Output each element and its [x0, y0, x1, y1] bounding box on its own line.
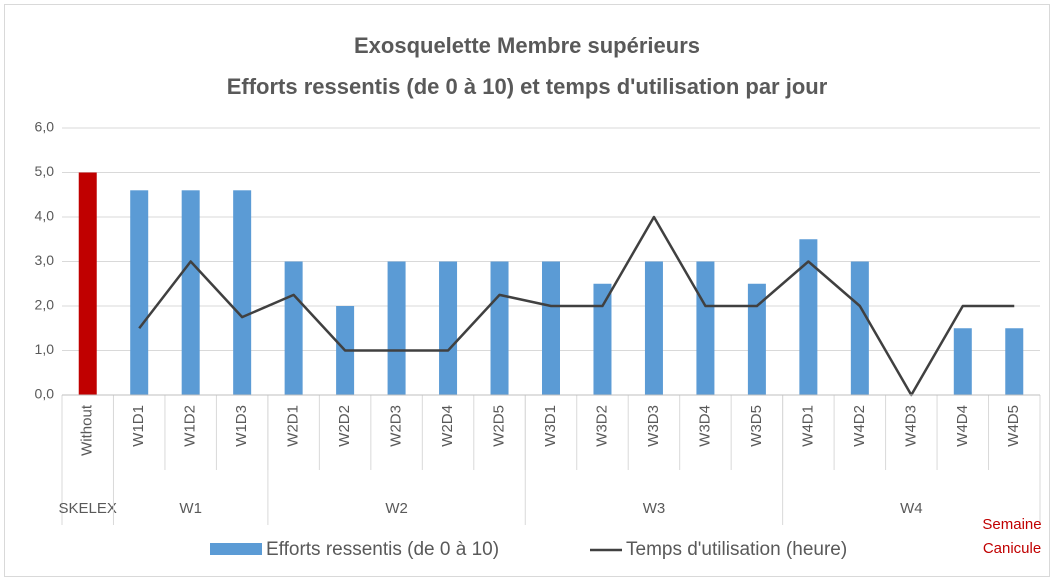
- x-tick-label: W4D2: [851, 405, 868, 447]
- group-label: SKELEX: [59, 500, 117, 517]
- legend-label: Efforts ressentis (de 0 à 10): [266, 539, 499, 560]
- bar: [1005, 328, 1024, 395]
- bar: [696, 261, 715, 395]
- x-tick-label: W4D1: [799, 405, 816, 447]
- chart-title: Exosquelette Membre supérieurs: [354, 33, 700, 58]
- annotation: Canicule: [983, 540, 1041, 557]
- legend-swatch: [210, 543, 262, 555]
- x-tick-label: W2D2: [336, 405, 353, 447]
- x-tick-label: W4D4: [954, 405, 971, 447]
- bar: [490, 261, 509, 395]
- bar: [799, 239, 818, 395]
- bar: [284, 261, 303, 395]
- y-tick-label: 1,0: [35, 341, 55, 357]
- x-tick-label: W2D5: [490, 405, 507, 447]
- x-tick-label: W2D1: [285, 405, 302, 447]
- x-tick-label: W3D3: [645, 405, 662, 447]
- bar: [593, 283, 612, 395]
- y-tick-label: 2,0: [35, 297, 55, 313]
- y-tick-label: 6,0: [35, 119, 55, 135]
- bar: [233, 190, 252, 395]
- group-label: W3: [643, 500, 666, 517]
- bar: [439, 261, 458, 395]
- x-tick-label: W1D1: [130, 405, 147, 447]
- bar: [181, 190, 200, 395]
- line: [138, 215, 1015, 397]
- y-tick-label: 0,0: [35, 386, 55, 402]
- x-tick-label: W3D4: [696, 405, 713, 447]
- x-tick-label: Without: [79, 404, 96, 456]
- bar: [644, 261, 663, 395]
- bar: [953, 328, 972, 395]
- chart-title: Efforts ressentis (de 0 à 10) et temps d…: [227, 74, 828, 99]
- x-tick-label: W3D1: [542, 405, 559, 447]
- x-tick-label: W3D5: [748, 405, 765, 447]
- bar: [747, 283, 766, 395]
- x-tick-label: W2D4: [439, 405, 456, 447]
- annotation: Semaine: [982, 516, 1041, 533]
- bar: [130, 190, 149, 395]
- x-tick-label: W4D3: [902, 405, 919, 447]
- y-tick-label: 5,0: [35, 163, 55, 179]
- group-label: W4: [900, 500, 923, 517]
- bar: [542, 261, 560, 395]
- chart-border: [4, 4, 1050, 577]
- x-tick-label: W4D5: [1005, 405, 1022, 447]
- y-tick-label: 4,0: [35, 208, 55, 224]
- y-tick-label: 3,0: [35, 252, 55, 268]
- x-tick-label: W1D2: [182, 405, 199, 447]
- x-tick-label: W3D2: [593, 405, 610, 447]
- legend-label: Temps d'utilisation (heure): [626, 539, 847, 560]
- bar: [850, 261, 869, 395]
- x-tick-label: W1D3: [233, 405, 250, 447]
- bar: [78, 172, 97, 395]
- x-tick-label: W2D3: [388, 405, 405, 447]
- group-label: W1: [179, 500, 202, 517]
- bar: [387, 261, 406, 395]
- group-label: W2: [385, 500, 408, 517]
